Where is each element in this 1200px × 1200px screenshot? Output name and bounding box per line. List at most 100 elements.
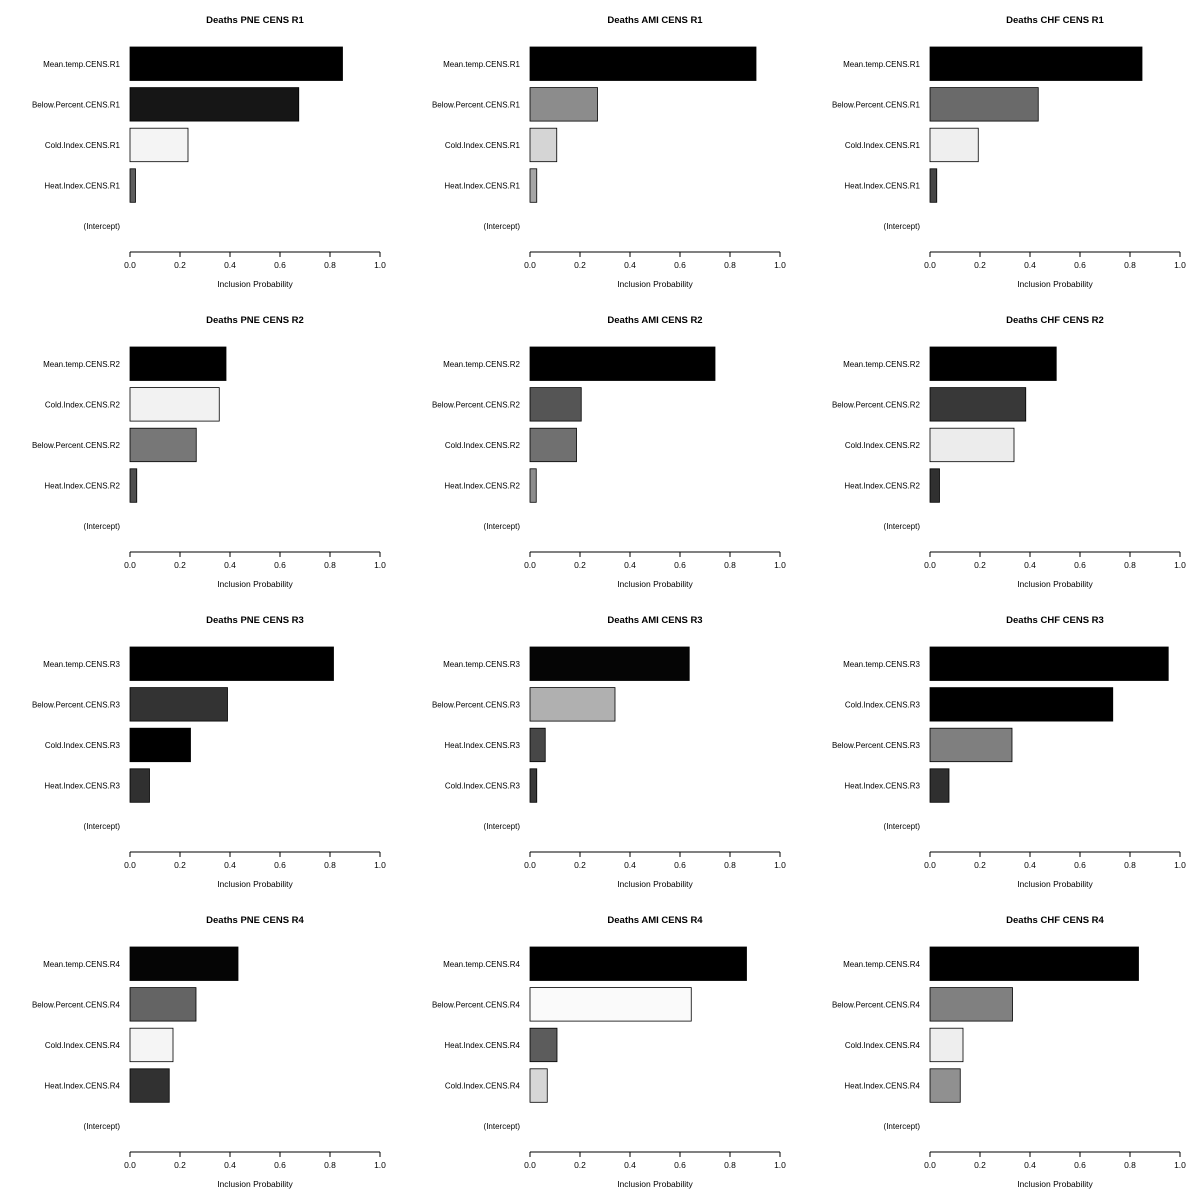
category-label: Heat.Index.CENS.R1	[844, 182, 920, 191]
bar	[529, 427, 577, 463]
bar	[129, 987, 197, 1022]
bar	[129, 768, 150, 803]
x-tick-label: 1.0	[1174, 1160, 1186, 1170]
bar	[929, 427, 1015, 463]
category-label: Mean.temp.CENS.R4	[843, 960, 920, 969]
bar	[129, 946, 239, 981]
chart-panel: Deaths AMI CENS R1 Mean.temp.CENS.R1 Below…	[432, 15, 786, 289]
x-tick-label: 0.6	[274, 860, 286, 870]
x-tick-label: 0.8	[324, 260, 336, 270]
x-tick-label: 0.0	[524, 560, 536, 570]
bar	[529, 387, 582, 422]
x-tick-label: 0.2	[974, 560, 986, 570]
bar	[529, 46, 757, 81]
chart-panel: Deaths AMI CENS R4 Mean.temp.CENS.R4 Below…	[432, 915, 786, 1189]
category-label: Mean.temp.CENS.R3	[443, 660, 520, 669]
category-label: (Intercept)	[484, 522, 521, 531]
x-tick-label: 0.0	[924, 860, 936, 870]
x-tick-label: 1.0	[774, 1160, 786, 1170]
x-axis-label: Inclusion Probability	[617, 579, 693, 589]
x-tick-label: 0.4	[624, 260, 636, 270]
x-tick-label: 0.6	[674, 1160, 686, 1170]
chart-panel: Deaths CHF CENS R1 Mean.temp.CENS.R1 Below…	[832, 15, 1186, 289]
x-tick-label: 0.8	[1124, 860, 1136, 870]
chart-title: Deaths AMI CENS R3	[607, 615, 702, 626]
bar	[129, 646, 334, 681]
category-label: Mean.temp.CENS.R1	[843, 60, 920, 69]
bar	[529, 127, 558, 163]
category-label: (Intercept)	[84, 222, 121, 231]
x-tick-label: 0.8	[724, 860, 736, 870]
chart-panel: Deaths CHF CENS R3 Mean.temp.CENS.R3 Cold.…	[832, 615, 1186, 889]
bar	[529, 168, 538, 203]
x-axis-label: Inclusion Probability	[617, 879, 693, 889]
x-tick-label: 1.0	[774, 260, 786, 270]
bar	[929, 87, 1039, 122]
x-tick-label: 0.8	[324, 560, 336, 570]
bar	[529, 646, 690, 681]
x-tick-label: 0.4	[224, 560, 236, 570]
bar	[529, 1027, 558, 1063]
category-label: Cold.Index.CENS.R4	[445, 1082, 521, 1091]
category-label: Heat.Index.CENS.R1	[444, 182, 520, 191]
x-tick-label: 0.4	[1024, 1160, 1036, 1170]
category-label: Below.Percent.CENS.R2	[832, 400, 921, 409]
category-label: (Intercept)	[484, 822, 521, 831]
bar	[529, 1068, 548, 1103]
category-label: (Intercept)	[484, 222, 521, 231]
chart-title: Deaths CHF CENS R2	[1006, 315, 1104, 326]
category-label: Cold.Index.CENS.R1	[45, 141, 121, 150]
x-tick-label: 1.0	[774, 860, 786, 870]
x-tick-label: 0.0	[524, 860, 536, 870]
bar	[129, 468, 138, 503]
category-label: Heat.Index.CENS.R3	[44, 782, 120, 791]
bar	[529, 687, 616, 722]
chart-title: Deaths CHF CENS R3	[1006, 615, 1104, 626]
category-label: (Intercept)	[84, 1122, 121, 1131]
x-tick-label: 0.6	[674, 560, 686, 570]
bar	[929, 768, 950, 803]
bar	[929, 346, 1057, 381]
x-axis-label: Inclusion Probability	[217, 579, 293, 589]
category-label: Cold.Index.CENS.R3	[845, 700, 921, 709]
x-tick-label: 0.0	[524, 260, 536, 270]
bar	[529, 346, 716, 381]
x-tick-label: 1.0	[374, 1160, 386, 1170]
bar	[529, 768, 538, 803]
category-label: (Intercept)	[884, 822, 921, 831]
x-tick-label: 0.2	[574, 860, 586, 870]
bar	[929, 687, 1114, 722]
x-tick-label: 0.4	[224, 1160, 236, 1170]
x-axis-label: Inclusion Probability	[217, 279, 293, 289]
category-label: Below.Percent.CENS.R2	[432, 400, 521, 409]
x-tick-label: 0.6	[1074, 860, 1086, 870]
x-tick-label: 0.6	[674, 860, 686, 870]
chart-title: Deaths AMI CENS R4	[607, 915, 703, 926]
x-tick-label: 1.0	[374, 260, 386, 270]
chart-title: Deaths CHF CENS R1	[1006, 15, 1104, 26]
x-axis-label: Inclusion Probability	[1017, 279, 1093, 289]
bar	[929, 387, 1027, 422]
bar	[129, 168, 136, 203]
x-axis-label: Inclusion Probability	[1017, 1179, 1093, 1189]
category-label: Heat.Index.CENS.R4	[44, 1082, 120, 1091]
x-axis-label: Inclusion Probability	[617, 279, 693, 289]
category-label: Mean.temp.CENS.R3	[43, 660, 120, 669]
x-tick-label: 0.2	[174, 560, 186, 570]
category-label: Cold.Index.CENS.R2	[45, 400, 121, 409]
chart-panel: Deaths CHF CENS R2 Mean.temp.CENS.R2 Below…	[832, 315, 1186, 589]
category-label: Mean.temp.CENS.R3	[843, 660, 920, 669]
bar	[929, 727, 1013, 763]
x-tick-label: 0.0	[124, 860, 136, 870]
chart-panel: Deaths AMI CENS R3 Mean.temp.CENS.R3 Below…	[432, 615, 786, 889]
bar	[129, 346, 227, 381]
x-tick-label: 0.0	[924, 560, 936, 570]
x-tick-label: 0.2	[574, 260, 586, 270]
category-label: (Intercept)	[884, 1122, 921, 1131]
x-axis-label: Inclusion Probability	[1017, 879, 1093, 889]
x-tick-label: 0.8	[324, 1160, 336, 1170]
x-tick-label: 0.4	[1024, 560, 1036, 570]
x-tick-label: 0.0	[524, 1160, 536, 1170]
x-tick-label: 0.6	[674, 260, 686, 270]
